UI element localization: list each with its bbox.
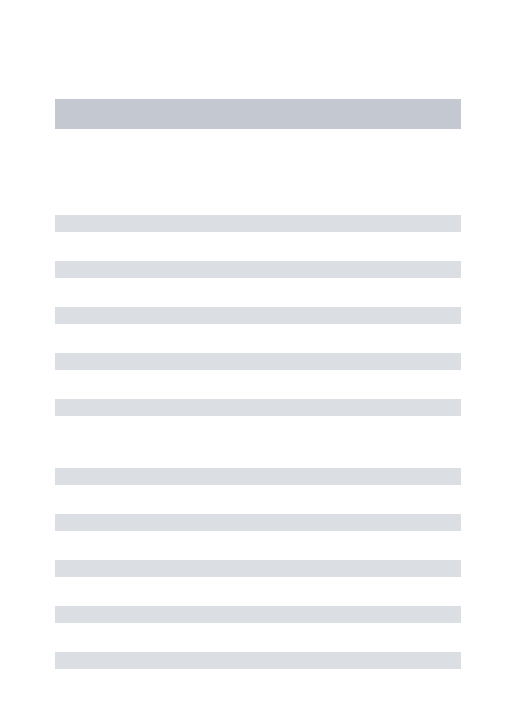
skeleton-line — [55, 514, 461, 531]
skeleton-line — [55, 215, 461, 232]
skeleton-line — [55, 468, 461, 485]
skeleton-line — [55, 261, 461, 278]
skeleton-line — [55, 399, 461, 416]
skeleton-header-bar — [55, 99, 461, 129]
skeleton-line — [55, 353, 461, 370]
skeleton-page — [0, 0, 516, 713]
skeleton-line — [55, 307, 461, 324]
skeleton-line — [55, 560, 461, 577]
skeleton-line — [55, 606, 461, 623]
skeleton-line — [55, 652, 461, 669]
